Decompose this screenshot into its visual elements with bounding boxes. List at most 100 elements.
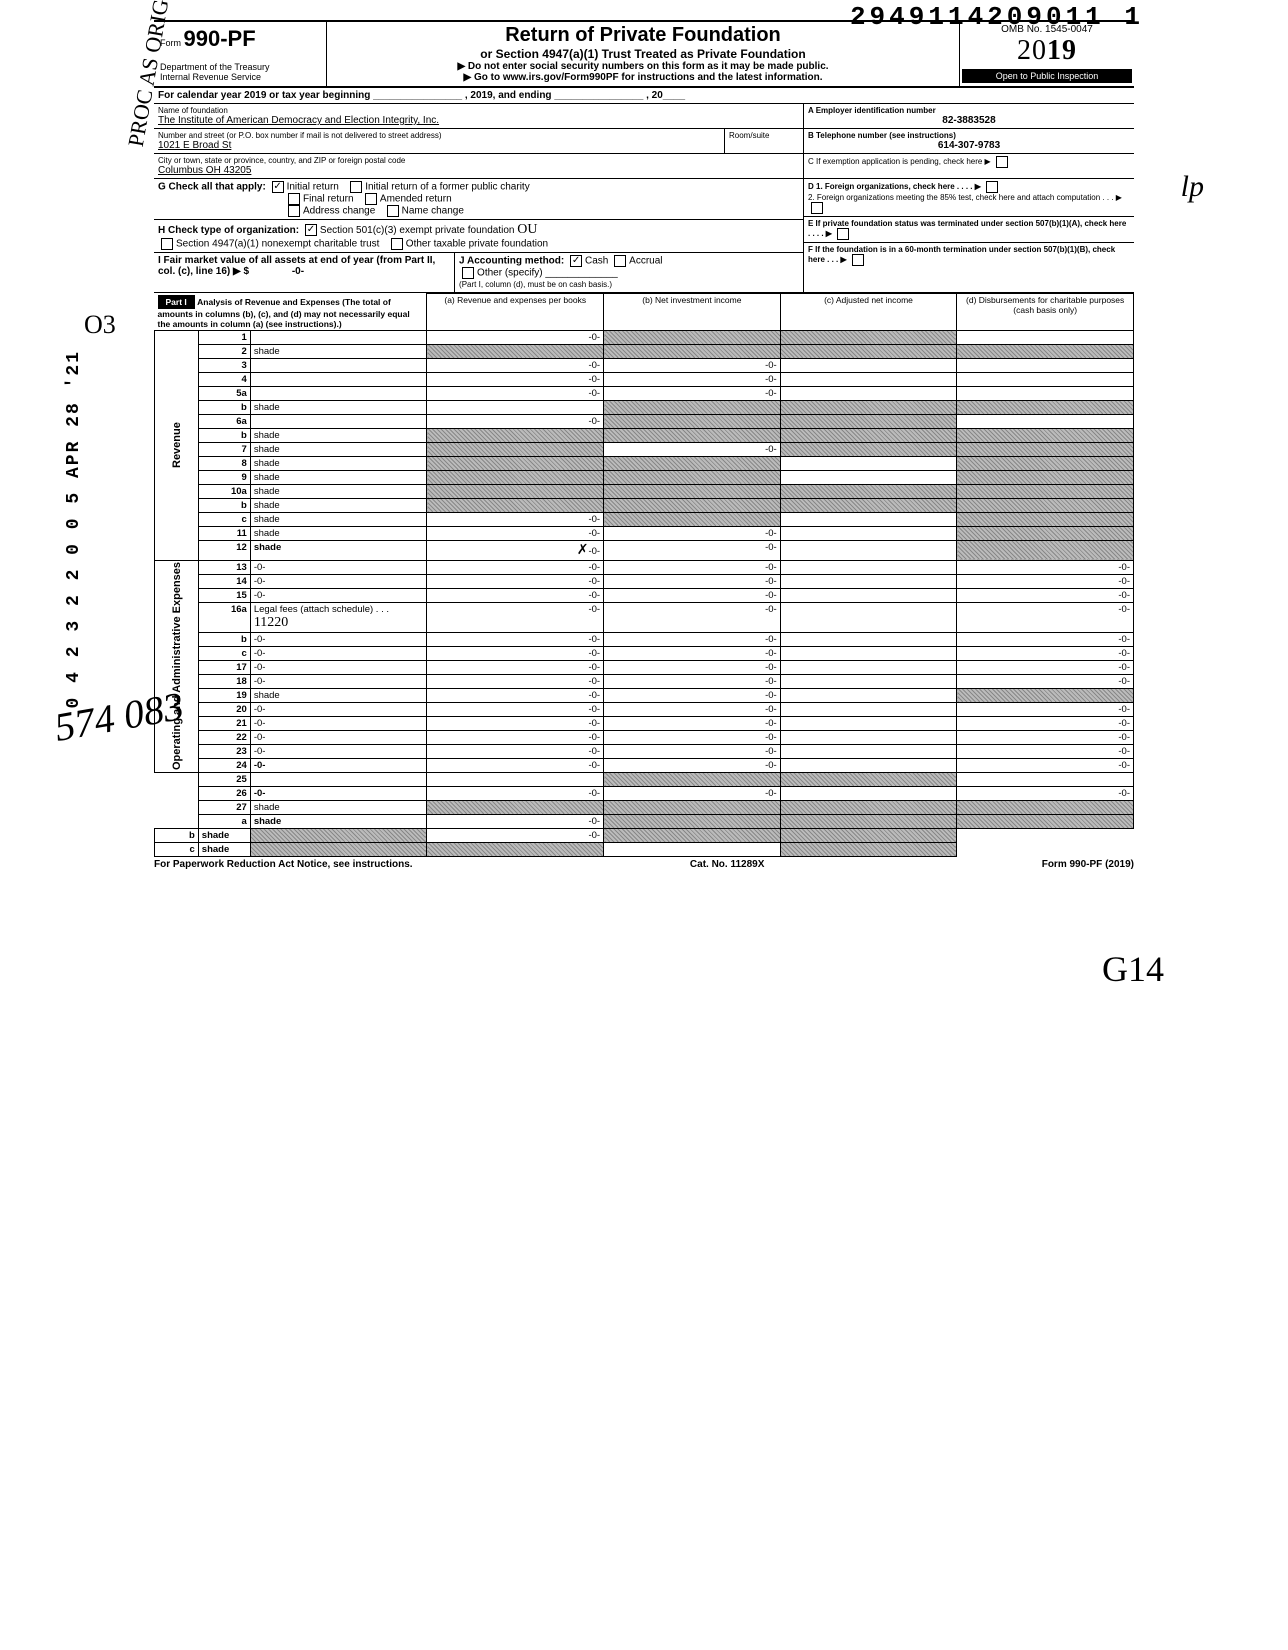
cell-b — [604, 772, 781, 786]
checkbox-other-taxable[interactable] — [391, 238, 403, 250]
line-number: 6a — [198, 414, 250, 428]
cell-d — [957, 688, 1134, 702]
cell-c — [780, 646, 957, 660]
cell-b: -0- — [604, 358, 781, 372]
footer-catalog: Cat. No. 11289X — [690, 859, 764, 870]
checkbox-f[interactable] — [852, 254, 864, 266]
box-e: E If private foundation status was termi… — [804, 217, 1134, 243]
checkbox-d1[interactable] — [986, 181, 998, 193]
line-description: -0- — [250, 646, 427, 660]
checkbox-final-return[interactable] — [288, 193, 300, 205]
cell-d — [957, 540, 1134, 560]
cell-d: -0- — [957, 632, 1134, 646]
room-label: Room/suite — [729, 131, 799, 140]
cell-d: -0- — [957, 674, 1134, 688]
cell-b — [604, 800, 781, 814]
line-number: 26 — [198, 786, 250, 800]
cell-b: -0- — [604, 632, 781, 646]
table-row: 19shade-0--0- — [155, 688, 1134, 702]
line-number: 8 — [198, 456, 250, 470]
cell-b: -0- — [604, 526, 781, 540]
cell-c — [780, 456, 957, 470]
checkbox-name-change[interactable] — [387, 205, 399, 217]
cell-d: -0- — [957, 560, 1134, 574]
cell-b: -0- — [604, 574, 781, 588]
line-number: b — [198, 498, 250, 512]
cell-b — [427, 842, 604, 856]
checkbox-501c3[interactable]: ✓ — [305, 224, 317, 236]
cell-c — [780, 442, 957, 456]
cell-d — [957, 526, 1134, 540]
cell-a — [427, 772, 604, 786]
cell-c — [780, 428, 957, 442]
line-number: 10a — [198, 484, 250, 498]
line-description: -0- — [250, 716, 427, 730]
table-row: bshade — [155, 428, 1134, 442]
ein-label: A Employer identification number — [808, 106, 1130, 115]
section-g-through-f: G Check all that apply: ✓Initial return … — [154, 179, 1134, 293]
cell-b — [604, 484, 781, 498]
cell-d: -0- — [957, 660, 1134, 674]
col-a-head: (a) Revenue and expenses per books — [427, 294, 604, 331]
box-i: I Fair market value of all assets at end… — [154, 253, 455, 292]
cell-b — [604, 498, 781, 512]
checkbox-initial-former[interactable] — [350, 181, 362, 193]
line-description: -0- — [250, 758, 427, 772]
cell-c — [780, 702, 957, 716]
cell-a: -0- — [427, 758, 604, 772]
cell-a — [427, 498, 604, 512]
line-number: 14 — [198, 574, 250, 588]
cell-a: -0- — [427, 386, 604, 400]
cell-b: -0- — [604, 442, 781, 456]
table-row: 12shade✗-0--0- — [155, 540, 1134, 560]
checkbox-d2[interactable] — [811, 202, 823, 214]
cell-a: -0- — [427, 702, 604, 716]
line-number: 4 — [198, 372, 250, 386]
line-description: shade — [250, 526, 427, 540]
box-j: J Accounting method: ✓Cash Accrual Other… — [455, 253, 803, 292]
cell-b: -0- — [604, 588, 781, 602]
line-description — [250, 414, 427, 428]
checkbox-initial-return[interactable]: ✓ — [272, 181, 284, 193]
line-number: 1 — [198, 330, 250, 344]
cell-c — [780, 330, 957, 344]
line-description: shade — [250, 470, 427, 484]
cell-d — [957, 400, 1134, 414]
cell-d — [957, 358, 1134, 372]
cell-c — [780, 574, 957, 588]
cell-b: -0- — [604, 540, 781, 560]
hand-o3: O3 — [84, 310, 116, 340]
table-row: 24-0--0--0--0- — [155, 758, 1134, 772]
table-row: 4-0--0- — [155, 372, 1134, 386]
line-number: 27 — [198, 800, 250, 814]
cell-b: -0- — [604, 660, 781, 674]
cell-b: -0- — [604, 372, 781, 386]
line-number: 3 — [198, 358, 250, 372]
table-row: 11shade-0--0- — [155, 526, 1134, 540]
checkbox-c[interactable] — [996, 156, 1008, 168]
checkbox-cash[interactable]: ✓ — [570, 255, 582, 267]
table-row: 23-0--0--0--0- — [155, 744, 1134, 758]
checkbox-4947a1[interactable] — [161, 238, 173, 250]
name-label: Name of foundation — [158, 106, 799, 115]
part-i-tag: Part I — [158, 295, 195, 309]
cell-a: -0- — [427, 646, 604, 660]
cell-c — [780, 660, 957, 674]
line-number: 15 — [198, 588, 250, 602]
line-description — [250, 386, 427, 400]
street-address: 1021 E Broad St — [158, 140, 720, 151]
line-number: a — [198, 814, 250, 828]
received-stamp: 0 4 2 3 2 2 0 0 5 APR 28 '21 — [64, 350, 84, 708]
part-i-table: Part I Analysis of Revenue and Expenses … — [154, 293, 1134, 857]
checkbox-accrual[interactable] — [614, 255, 626, 267]
checkbox-e[interactable] — [837, 228, 849, 240]
line-number: b — [198, 400, 250, 414]
checkbox-other-method[interactable] — [462, 267, 474, 279]
cell-b: -0- — [604, 758, 781, 772]
line-number: 18 — [198, 674, 250, 688]
cell-a: -0- — [427, 588, 604, 602]
checkbox-address-change[interactable] — [288, 205, 300, 217]
line-description: shade — [198, 842, 250, 856]
checkbox-amended[interactable] — [365, 193, 377, 205]
revenue-vlabel: Revenue — [155, 330, 199, 560]
